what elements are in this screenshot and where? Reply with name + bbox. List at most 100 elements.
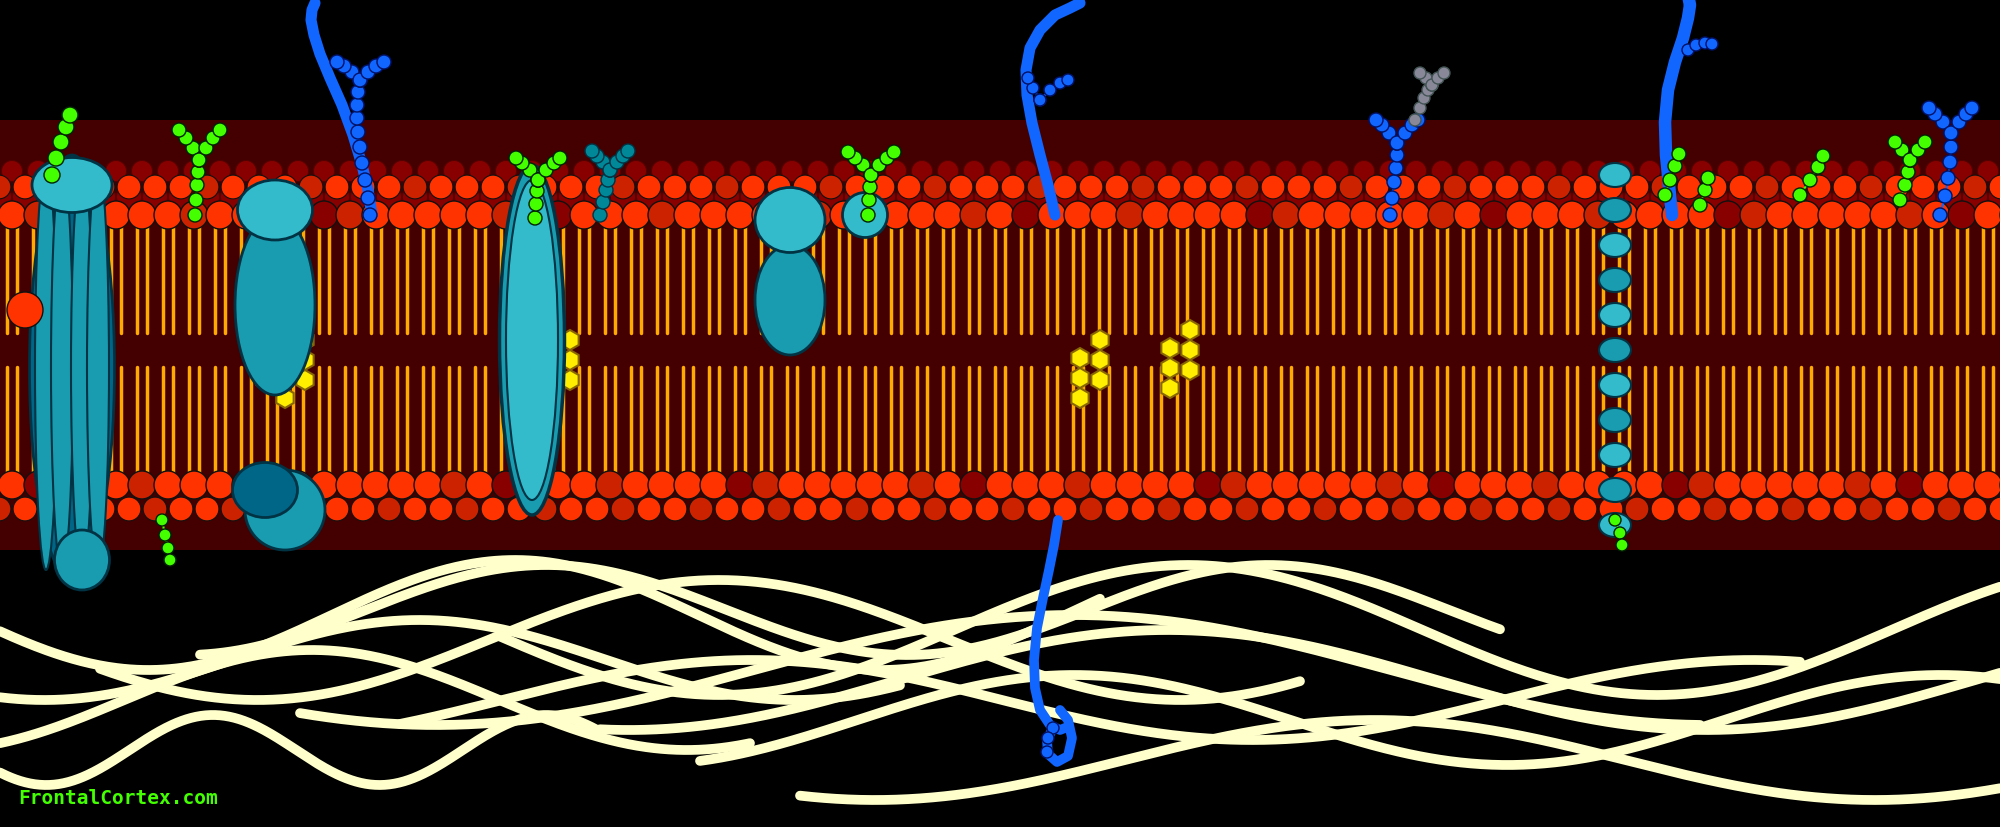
Circle shape <box>1964 497 1986 521</box>
Circle shape <box>1932 208 1948 222</box>
Circle shape <box>0 497 10 521</box>
Circle shape <box>1454 201 1482 229</box>
Circle shape <box>1922 101 1936 115</box>
Circle shape <box>548 156 560 170</box>
Circle shape <box>90 184 116 209</box>
Circle shape <box>1922 471 1950 499</box>
Circle shape <box>1792 471 1820 499</box>
Circle shape <box>596 155 610 169</box>
Circle shape <box>1698 183 1712 197</box>
Circle shape <box>1444 497 1466 521</box>
Circle shape <box>1614 160 1634 181</box>
Circle shape <box>1532 201 1560 229</box>
Circle shape <box>652 160 672 181</box>
Circle shape <box>1028 497 1050 521</box>
Circle shape <box>794 497 816 521</box>
Circle shape <box>848 151 862 165</box>
Circle shape <box>1536 160 1556 181</box>
Circle shape <box>1904 153 1916 167</box>
Circle shape <box>1392 497 1414 521</box>
Circle shape <box>1470 175 1492 199</box>
Circle shape <box>444 160 464 181</box>
Circle shape <box>1886 175 1908 199</box>
Circle shape <box>1520 184 1546 209</box>
Circle shape <box>350 111 364 125</box>
Circle shape <box>1106 497 1128 521</box>
Circle shape <box>1416 184 1442 209</box>
Circle shape <box>1804 173 1816 187</box>
Circle shape <box>0 201 26 229</box>
Circle shape <box>622 471 650 499</box>
Circle shape <box>960 471 988 499</box>
Circle shape <box>24 471 52 499</box>
Circle shape <box>1600 497 1622 521</box>
Circle shape <box>1912 497 1934 521</box>
Circle shape <box>1168 471 1196 499</box>
Circle shape <box>1054 175 1076 199</box>
Circle shape <box>360 65 376 79</box>
Circle shape <box>116 184 142 209</box>
Ellipse shape <box>88 165 108 570</box>
Circle shape <box>1918 135 1932 149</box>
Circle shape <box>170 175 192 199</box>
Circle shape <box>454 184 480 209</box>
Circle shape <box>1158 175 1180 199</box>
Circle shape <box>172 123 186 137</box>
Circle shape <box>1442 184 1468 209</box>
Circle shape <box>1834 497 1856 521</box>
Circle shape <box>482 497 504 521</box>
Circle shape <box>1224 160 1244 181</box>
Ellipse shape <box>1600 233 1632 257</box>
Circle shape <box>50 201 78 229</box>
Circle shape <box>1260 184 1286 209</box>
Circle shape <box>1168 201 1196 229</box>
Circle shape <box>1510 160 1530 181</box>
Circle shape <box>1910 184 1936 209</box>
Circle shape <box>590 149 604 163</box>
Circle shape <box>1834 175 1856 199</box>
Circle shape <box>1652 497 1674 521</box>
Circle shape <box>360 191 376 205</box>
Circle shape <box>1210 175 1232 199</box>
Circle shape <box>886 160 906 181</box>
Circle shape <box>1398 126 1412 140</box>
Circle shape <box>1988 184 2000 209</box>
Circle shape <box>196 175 218 199</box>
Circle shape <box>604 163 616 177</box>
Circle shape <box>1116 201 1144 229</box>
Circle shape <box>742 497 764 521</box>
Circle shape <box>1626 497 1648 521</box>
Circle shape <box>184 160 204 181</box>
Ellipse shape <box>232 462 298 518</box>
Circle shape <box>190 178 204 192</box>
Circle shape <box>14 497 36 521</box>
Circle shape <box>726 201 754 229</box>
Circle shape <box>1236 497 1258 521</box>
Circle shape <box>574 160 594 181</box>
Circle shape <box>1038 471 1066 499</box>
Ellipse shape <box>54 530 110 590</box>
Circle shape <box>1900 165 1916 179</box>
Circle shape <box>118 497 140 521</box>
Circle shape <box>1314 497 1336 521</box>
Circle shape <box>700 471 728 499</box>
Circle shape <box>80 160 100 181</box>
Circle shape <box>1376 471 1404 499</box>
Circle shape <box>220 184 246 209</box>
Circle shape <box>1664 173 1676 187</box>
Circle shape <box>456 497 478 521</box>
Circle shape <box>300 497 322 521</box>
Circle shape <box>1288 497 1310 521</box>
Circle shape <box>1740 471 1768 499</box>
Circle shape <box>1636 201 1664 229</box>
Circle shape <box>64 184 90 209</box>
Circle shape <box>1288 175 1310 199</box>
Circle shape <box>232 471 260 499</box>
Ellipse shape <box>756 188 826 252</box>
Circle shape <box>1978 160 1998 181</box>
Circle shape <box>66 497 88 521</box>
Circle shape <box>638 497 660 521</box>
Circle shape <box>274 497 296 521</box>
Circle shape <box>1368 113 1384 127</box>
Circle shape <box>636 184 662 209</box>
